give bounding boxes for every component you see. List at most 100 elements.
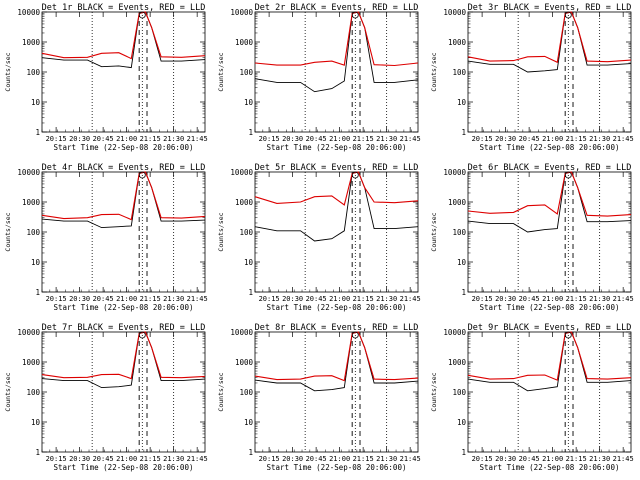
plot-frame [41,331,206,453]
x-tick-label: 21:30 [376,295,397,303]
x-tick-label: 21:15 [353,455,374,463]
events-series-line [254,171,419,242]
x-tick-label: 21:30 [589,455,610,463]
x-tick-label: 20:15 [259,135,280,143]
y-tick-label: 1 [461,448,466,457]
x-tick-label: 21:00 [116,455,137,463]
y-tick-label: 10000 [230,328,253,337]
y-tick-label: 1000 [448,38,467,47]
x-tick-label: 20:30 [69,455,90,463]
detector-panel-6: Det 6r BLACK = Events, RED = LLD 1 10 100 10… [426,160,639,320]
x-tick-label: 21:45 [613,455,634,463]
x-tick-label: 21:30 [589,295,610,303]
y-tick-label: 10 [31,418,41,427]
y-tick-label: 100 [239,388,253,397]
x-tick-label: 20:30 [495,295,516,303]
y-tick-label: 10 [244,258,254,267]
y-tick-label: 10000 [443,8,466,17]
chart-svg: Det 2r BLACK = Events, RED = LLD 1 10 100 10… [217,3,421,152]
x-tick-label: 21:00 [329,455,350,463]
peak-marker-circle [138,11,146,19]
y-tick-label: 1 [248,128,253,137]
chart-title: Det 5r BLACK = Events, RED = LLD [255,163,419,173]
events-series-line [41,171,206,229]
x-tick-label: 21:30 [163,455,184,463]
x-tick-label: 21:45 [187,455,208,463]
x-tick-label: 20:30 [495,135,516,143]
x-tick-label: 21:15 [140,295,161,303]
x-tick-label: 20:45 [519,455,540,463]
x-axis-label: Start Time (22-Sep-08 20:06:00) [480,463,620,472]
lld-series-line [41,171,206,221]
y-tick-label: 10000 [17,168,40,177]
y-axis-label: Counts/sec [430,212,438,251]
chart-title: Det 4r BLACK = Events, RED = LLD [42,163,206,173]
x-tick-label: 21:00 [542,135,563,143]
y-tick-label: 100 [452,388,466,397]
y-tick-label: 10 [244,418,254,427]
x-tick-label: 20:15 [472,135,493,143]
y-axis-label: Counts/sec [430,52,438,91]
peak-marker-circle [351,171,359,179]
x-tick-label: 21:15 [140,455,161,463]
events-series-line [254,331,419,392]
y-tick-label: 1000 [22,358,41,367]
plot-frame [254,11,419,133]
x-tick-label: 21:45 [613,295,634,303]
x-tick-label: 20:45 [519,295,540,303]
x-tick-label: 21:15 [353,135,374,143]
y-tick-label: 1 [248,288,253,297]
x-tick-label: 20:45 [93,455,114,463]
x-axis-label: Start Time (22-Sep-08 20:06:00) [54,303,194,312]
lld-series-line [467,11,632,64]
x-tick-label: 20:45 [306,135,327,143]
lld-series-line [467,331,632,381]
x-tick-label: 20:15 [472,295,493,303]
y-axis-label: Counts/sec [217,212,225,251]
x-tick-label: 21:45 [400,455,421,463]
x-tick-label: 21:00 [329,135,350,143]
events-series-line [254,11,419,93]
y-tick-label: 100 [26,388,40,397]
y-tick-label: 100 [26,68,40,77]
x-tick-label: 21:00 [329,295,350,303]
detector-panel-1: Det 1r BLACK = Events, RED = LLD 1 10 100 10… [0,0,213,160]
y-tick-label: 1 [35,288,40,297]
x-axis-label: Start Time (22-Sep-08 20:06:00) [480,303,620,312]
x-tick-label: 21:30 [589,135,610,143]
detector-panel-2: Det 2r BLACK = Events, RED = LLD 1 10 100 10… [213,0,426,160]
plot-frame [467,331,632,453]
x-tick-label: 20:30 [69,295,90,303]
chart-title: Det 8r BLACK = Events, RED = LLD [255,323,419,333]
chart-title: Det 7r BLACK = Events, RED = LLD [42,323,206,333]
peak-marker-circle [564,331,572,339]
events-series-line [467,11,632,73]
plot-frame [254,331,419,453]
plot-frame [41,11,206,133]
x-tick-label: 20:30 [282,455,303,463]
x-tick-label: 21:15 [566,455,587,463]
x-tick-label: 21:00 [542,455,563,463]
y-tick-label: 1 [248,448,253,457]
lld-series-line [254,171,419,206]
x-tick-label: 20:45 [306,455,327,463]
peak-marker-circle [138,171,146,179]
y-tick-label: 10 [244,98,254,107]
lld-series-line [41,11,206,60]
chart-svg: Det 5r BLACK = Events, RED = LLD 1 10 100 10… [217,163,421,312]
y-tick-label: 10 [457,258,467,267]
detector-panel-5: Det 5r BLACK = Events, RED = LLD 1 10 100 10… [213,160,426,320]
chart-svg: Det 3r BLACK = Events, RED = LLD 1 10 100 10… [430,3,634,152]
y-axis-label: Counts/sec [4,52,12,91]
chart-title: Det 9r BLACK = Events, RED = LLD [468,323,632,333]
x-tick-label: 21:30 [163,135,184,143]
detector-panel-8: Det 8r BLACK = Events, RED = LLD 1 10 100 10… [213,320,426,480]
x-tick-label: 21:15 [566,295,587,303]
y-tick-label: 1 [461,128,466,137]
detector-panel-3: Det 3r BLACK = Events, RED = LLD 1 10 100 10… [426,0,639,160]
x-tick-label: 21:15 [140,135,161,143]
y-axis-label: Counts/sec [217,372,225,411]
x-tick-label: 20:15 [46,135,67,143]
x-tick-label: 20:45 [93,135,114,143]
x-tick-label: 21:00 [116,295,137,303]
